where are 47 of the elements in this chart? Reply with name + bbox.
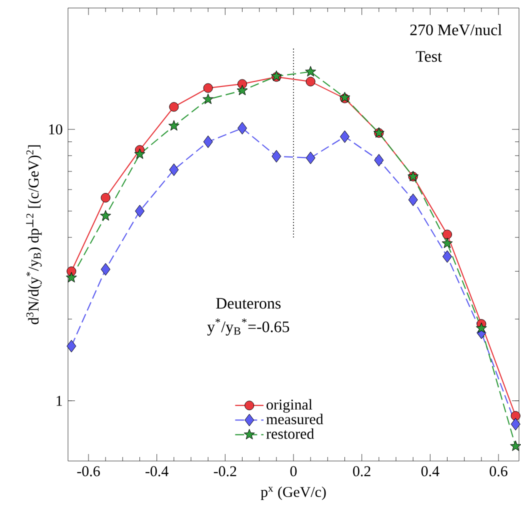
point [442, 238, 453, 248]
annotation: 270 MeV/nucl [410, 24, 502, 36]
point [306, 152, 316, 164]
point [476, 322, 487, 333]
point [202, 94, 214, 104]
y-tick-label: 1 [56, 396, 62, 406]
legend-label: original [266, 399, 312, 413]
point [374, 154, 384, 166]
point [408, 194, 418, 206]
point [203, 83, 213, 93]
legend-title: Deuterons [216, 298, 281, 309]
x-tick-label: 0.6 [490, 466, 508, 476]
annotation: Test [416, 51, 442, 62]
y-tick-label: 10 [49, 124, 62, 134]
point [238, 122, 247, 134]
point [510, 440, 521, 451]
point [203, 136, 213, 148]
x-tick-label: 0.2 [353, 466, 370, 476]
x-tick-label: -0.6 [77, 466, 100, 476]
x-axis-title: p$^{x}$ (GeV/c) [260, 486, 326, 500]
point [306, 76, 316, 86]
point [66, 340, 76, 352]
legend-label: restored [266, 428, 314, 439]
annotation: y$^{*}$/y$_{B}$$^{*}$=-0.65 [207, 318, 290, 336]
point [134, 148, 146, 159]
point [236, 84, 248, 96]
point [442, 250, 452, 263]
point [100, 210, 112, 221]
legend-label: measured [266, 414, 324, 424]
point [169, 102, 179, 112]
point [272, 150, 282, 163]
point [510, 418, 520, 430]
point [510, 411, 520, 421]
x-tick-label: 0.4 [421, 466, 440, 476]
x-tick-label: 0 [290, 466, 297, 476]
point [100, 263, 110, 276]
text: d$^{3}$N/d(y$^{*}$/y$_{B}$) dp$^{⊥2}$ [(c/GeV)$^{2}$] [26, 145, 42, 324]
point [168, 120, 180, 131]
point [169, 163, 179, 176]
point [442, 230, 452, 240]
point [66, 272, 77, 282]
point [135, 204, 144, 218]
x-tick-label: -0.4 [146, 466, 168, 476]
point [340, 130, 350, 143]
point [305, 66, 316, 76]
x-tick-label: -0.2 [214, 466, 236, 476]
point [100, 192, 110, 202]
